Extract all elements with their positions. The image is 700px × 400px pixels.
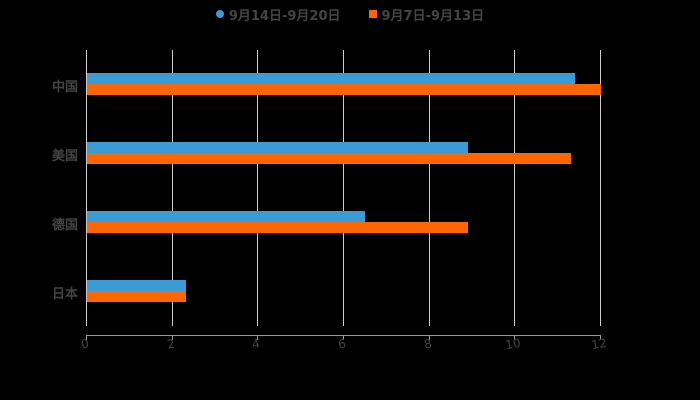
gridline xyxy=(172,50,173,326)
x-axis-tick-label: 10 xyxy=(504,335,522,353)
bar-series-2[interactable] xyxy=(87,222,469,233)
x-axis-tick xyxy=(86,335,87,340)
x-axis-tick-label: 8 xyxy=(423,336,433,352)
bar-series-2[interactable] xyxy=(87,153,572,164)
gridline xyxy=(343,50,344,326)
x-axis-line xyxy=(86,335,601,336)
x-axis-tick-label: 4 xyxy=(251,336,261,352)
x-axis-tick xyxy=(343,335,344,340)
legend-square-marker-icon xyxy=(368,10,377,18)
bar-series-1[interactable] xyxy=(87,280,186,291)
bar-series-1[interactable] xyxy=(87,211,366,222)
bar-series-1[interactable] xyxy=(87,73,576,84)
x-axis-tick xyxy=(429,335,430,340)
x-axis-tick xyxy=(172,335,173,340)
x-axis-tick-label: 0 xyxy=(80,336,90,352)
legend-item-series-2[interactable]: 9月7日-9月13日 xyxy=(368,5,485,24)
legend-label: 9月7日-9月13日 xyxy=(381,8,485,24)
gridline xyxy=(86,50,87,326)
x-axis-tick xyxy=(257,335,258,340)
y-axis-category-label: 美国 xyxy=(51,149,78,164)
bar-series-2[interactable] xyxy=(87,84,601,95)
x-axis-tick-label: 12 xyxy=(590,335,608,353)
x-axis-tick-label: 2 xyxy=(166,336,176,352)
gridline xyxy=(257,50,258,326)
legend-circle-marker-icon xyxy=(215,10,224,18)
y-axis-category-label: 日本 xyxy=(51,287,78,302)
gridline xyxy=(514,50,515,326)
x-axis-tick xyxy=(514,335,515,340)
y-axis-category-label: 德国 xyxy=(51,218,78,233)
gridline xyxy=(600,50,601,326)
bar-series-1[interactable] xyxy=(87,142,469,153)
y-axis-category-label: 中国 xyxy=(51,80,78,95)
gridline xyxy=(429,50,430,326)
bar-series-2[interactable] xyxy=(87,291,186,302)
x-axis-tick-label: 6 xyxy=(337,336,347,352)
legend-item-series-1[interactable]: 9月14日-9月20日 xyxy=(215,5,341,24)
chart-legend: 9月14日-9月20日 9月7日-9月13日 xyxy=(0,4,700,24)
x-axis-tick xyxy=(600,335,601,340)
legend-label: 9月14日-9月20日 xyxy=(228,8,341,24)
